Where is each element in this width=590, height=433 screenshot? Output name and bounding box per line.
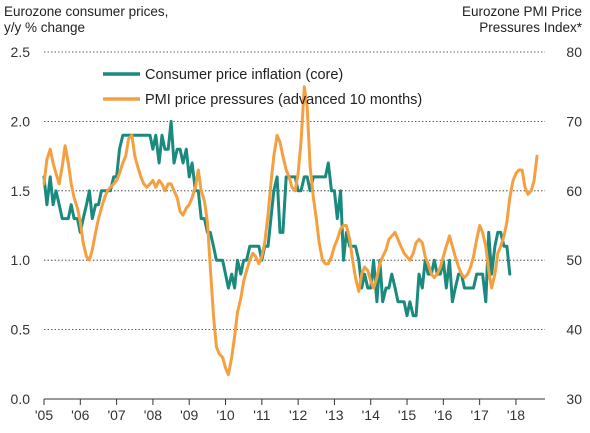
x-tick-label: '10 [216, 407, 234, 423]
x-tick-label: '15 [398, 407, 416, 423]
legend-label: PMI price pressures (advanced 10 months) [145, 92, 422, 108]
x-tick-label: '17 [471, 407, 489, 423]
series-lines [42, 85, 539, 377]
right-axis-title-line-2: Pressures Index* [479, 20, 582, 35]
y-right-tick-label: 50 [566, 252, 582, 268]
right-axis-title: Eurozone PMI Price Pressures Index* [462, 4, 582, 36]
x-tick-label: '18 [507, 407, 525, 423]
y-left-tick-label: 0.5 [11, 322, 31, 338]
grid-lines [44, 51, 545, 331]
y-right-tick-label: 80 [566, 44, 582, 60]
left-axis-title: Eurozone consumer prices, y/y % change [4, 4, 168, 36]
series-line-2 [42, 85, 539, 377]
x-tick-label: '13 [325, 407, 343, 423]
y-left-tick-label: 2.0 [11, 113, 31, 129]
x-tick-label: '09 [180, 407, 198, 423]
left-axis-title-line-1: Eurozone consumer prices, [4, 4, 169, 19]
left-axis-title-line-2: y/y % change [4, 20, 86, 35]
y-right-tick-label: 60 [566, 183, 582, 199]
y-left-tick-label: 1.0 [11, 252, 31, 268]
x-tick-label: '16 [434, 407, 452, 423]
y-right-tick-label: 70 [566, 113, 582, 129]
y-left-tick-label: 1.5 [11, 183, 31, 199]
legend-label: Consumer price inflation (core) [145, 67, 343, 83]
x-tick-label: '07 [107, 407, 125, 423]
axes: 0.0 0.5 1.0 1.5 2.0 2.5 30 40 50 60 70 80 '05 '06 '07 '… [11, 44, 583, 423]
x-tick-label: '06 [71, 407, 89, 423]
y-right-tick-label: 30 [566, 391, 582, 407]
x-tick-label: '11 [253, 407, 270, 423]
y-left-tick-label: 0.0 [11, 391, 31, 407]
y-right-tick-label: 40 [566, 322, 582, 338]
series-line-1 [42, 119, 512, 318]
x-tick-label: '08 [144, 407, 162, 423]
x-tick-label: '14 [362, 407, 380, 423]
right-axis-title-line-1: Eurozone PMI Price [461, 4, 582, 19]
x-tick-label: '05 [35, 407, 53, 423]
y-left-tick-label: 2.5 [11, 44, 31, 60]
x-tick-label: '12 [289, 407, 307, 423]
legend: Consumer price inflation (core) PMI price… [103, 67, 422, 108]
